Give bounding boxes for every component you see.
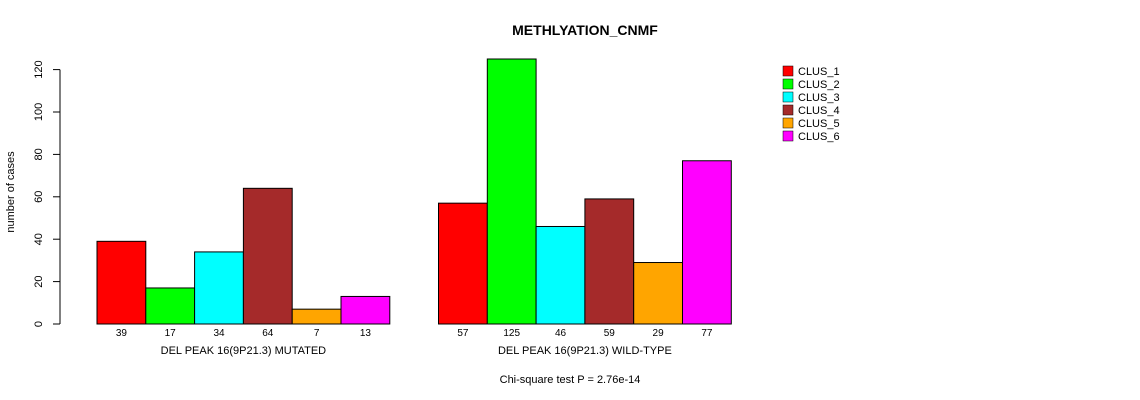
bar [438,202,488,325]
y-tick-label: 80 [33,148,45,160]
bar-value-label: 57 [457,328,469,339]
legend-swatch [782,104,794,116]
chart-title: METHLYATION_CNMF [512,22,658,38]
bar-value-label: 59 [604,328,616,339]
bar [242,187,293,325]
y-tick-label: 120 [33,60,45,78]
bar [535,225,586,325]
legend-label: CLUS_5 [798,118,840,130]
legend-label: CLUS_3 [798,92,840,104]
legend-label: CLUS_4 [798,105,840,117]
legend-swatch [782,65,794,77]
bar [145,287,196,325]
bar [584,198,635,325]
bar [633,262,684,325]
bar-value-label: 39 [116,328,128,339]
bar-value-label: 77 [701,328,713,339]
bar-value-label: 13 [360,328,372,339]
legend-label: CLUS_1 [798,66,840,78]
y-axis-label: number of cases [5,151,17,233]
bar [96,240,147,325]
bar [194,251,244,325]
group-labels: DEL PEAK 16(9P21.3) MUTATED DEL PEAK 16(9… [161,345,672,357]
bar-value-labels: 39 17 34 64 7 13 57 125 46 59 29 77 [116,328,713,339]
legend-swatch [782,117,794,129]
y-tick-label: 0 [33,321,45,327]
bar-value-label: 17 [165,328,177,339]
bar-value-label: 7 [314,328,320,339]
legend-label: CLUS_6 [798,131,840,143]
y-tick-label: 60 [33,191,45,203]
bar-value-label: 125 [503,328,520,339]
group-label: DEL PEAK 16(9P21.3) WILD-TYPE [498,345,672,357]
bar [486,58,537,325]
legend-swatch [782,78,794,90]
chi-square-annotation: Chi-square test P = 2.76e-14 [500,374,641,386]
bar [682,160,732,325]
bar [291,308,342,325]
y-tick-label: 20 [33,275,45,287]
y-tick-label: 100 [33,103,45,121]
bar-value-label: 29 [653,328,665,339]
bar-value-label: 34 [213,328,225,339]
bars [96,58,732,325]
bar-value-label: 46 [555,328,567,339]
y-axis: 0 20 40 60 80 100 120 [33,60,61,327]
bar-value-label: 64 [262,328,274,339]
bar [340,295,391,325]
legend-swatch [782,130,794,142]
legend-label: CLUS_2 [798,79,840,91]
legend-swatch [782,91,794,103]
y-tick-label: 40 [33,233,45,245]
group-label: DEL PEAK 16(9P21.3) MUTATED [161,345,327,357]
